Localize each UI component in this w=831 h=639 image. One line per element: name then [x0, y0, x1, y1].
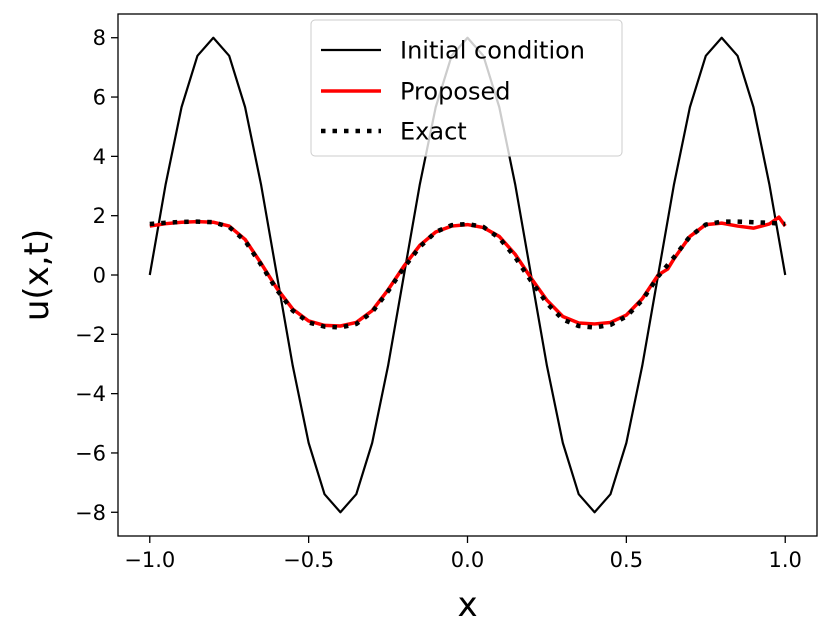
y-tick-label: −4 — [75, 382, 106, 406]
legend: Initial condition Proposed Exact — [310, 19, 623, 157]
legend-entry-label: Exact — [400, 118, 467, 146]
x-tick-label: 1.0 — [769, 548, 802, 572]
x-tick-label: 0.5 — [610, 548, 643, 572]
y-tick-label: −6 — [75, 441, 106, 465]
y-tick-label: 0 — [93, 264, 106, 288]
y-tick-label: 6 — [93, 86, 106, 110]
y-tick-label: −2 — [75, 323, 106, 347]
y-tick-label: 4 — [93, 145, 106, 169]
x-tick-label: 0.0 — [451, 548, 484, 572]
legend-box — [310, 19, 623, 157]
y-tick-label: 8 — [93, 26, 106, 50]
legend-entry-label: Proposed — [400, 78, 511, 106]
x-tick-label: −0.5 — [283, 548, 334, 572]
x-axis-label: x — [457, 585, 477, 625]
y-tick-label: 2 — [93, 204, 106, 228]
ticks-layer: −1.0 −0.5 0.0 0.5 1.0 −8 −6 −4 −2 0 2 4 6 8 — [75, 26, 802, 572]
x-tick-label: −1.0 — [124, 548, 175, 572]
y-tick-label: −8 — [75, 501, 106, 525]
legend-entry-label: Initial condition — [400, 37, 585, 65]
y-axis-label: u(x,t) — [17, 229, 57, 321]
